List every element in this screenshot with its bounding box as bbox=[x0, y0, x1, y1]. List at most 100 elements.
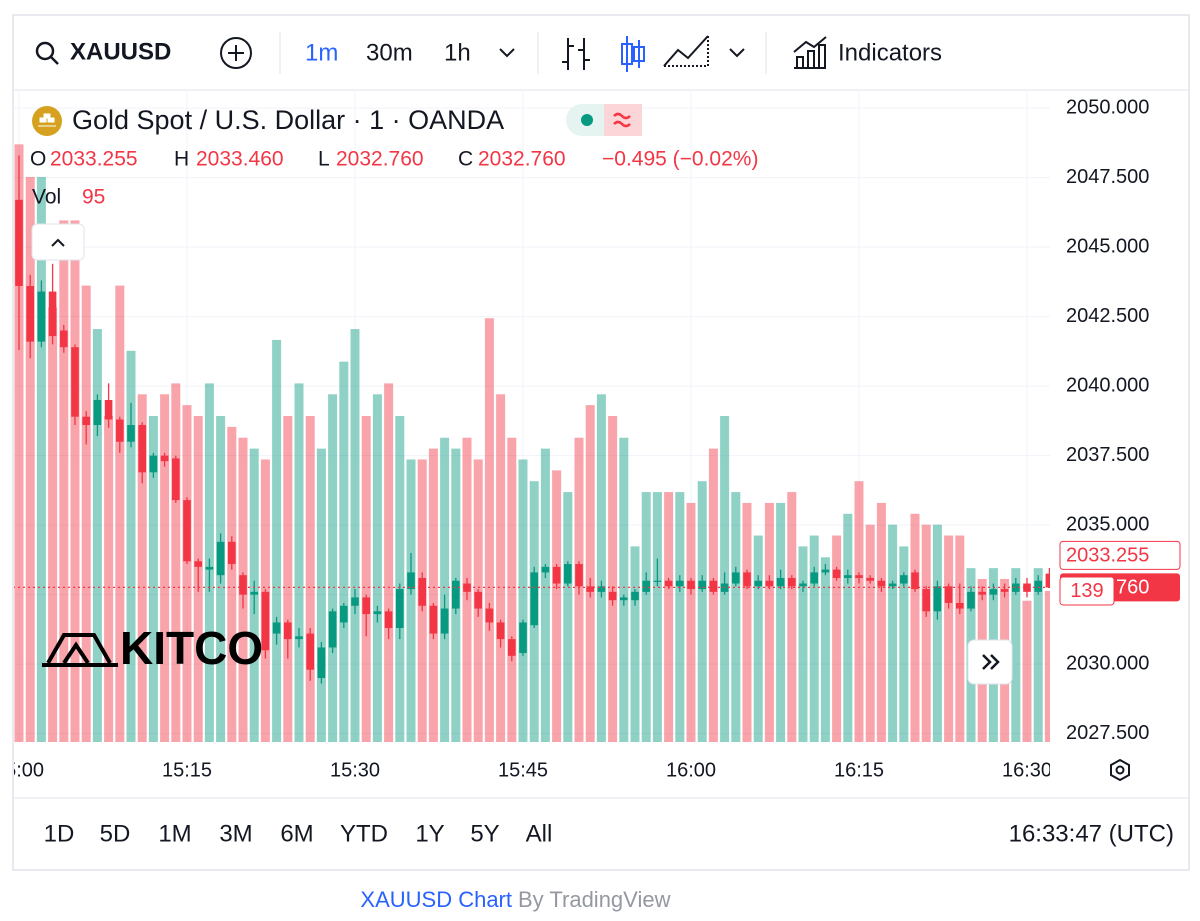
volume-bar bbox=[753, 535, 763, 742]
volume-bar bbox=[14, 144, 24, 743]
candle-body bbox=[664, 580, 673, 587]
interval[interactable]: 1h bbox=[444, 39, 471, 66]
candle-body bbox=[384, 611, 393, 629]
volume-bar bbox=[1011, 568, 1021, 742]
candle-body bbox=[541, 566, 550, 573]
volume-bar bbox=[697, 481, 707, 742]
candle-body bbox=[1023, 583, 1031, 592]
volume-bar bbox=[596, 394, 606, 742]
interval[interactable]: 1m bbox=[305, 39, 338, 66]
x-tick-label: 15:00 bbox=[0, 759, 44, 781]
candle-body bbox=[676, 580, 684, 587]
candle-body bbox=[989, 589, 998, 595]
range-button[interactable]: 6M bbox=[280, 820, 313, 847]
candle-body bbox=[261, 591, 270, 651]
candle-body bbox=[272, 622, 281, 634]
range-button[interactable]: All bbox=[526, 820, 553, 847]
collapse-button[interactable] bbox=[31, 223, 85, 261]
volume-bar bbox=[70, 220, 80, 742]
candle-body bbox=[1000, 589, 1009, 592]
chevron[interactable] bbox=[729, 48, 745, 58]
range-button[interactable]: 3M bbox=[219, 820, 252, 847]
indicators[interactable]: Indicators bbox=[838, 39, 942, 66]
candle-body bbox=[216, 541, 225, 576]
collapse-chevron bbox=[51, 238, 65, 247]
candle-body bbox=[362, 597, 370, 615]
candle-body bbox=[149, 455, 158, 473]
volume-bar bbox=[932, 524, 942, 742]
range-button[interactable]: 5Y bbox=[470, 820, 499, 847]
range-button[interactable]: 1D bbox=[44, 820, 75, 847]
volume-bar bbox=[395, 416, 405, 742]
volume-bar bbox=[664, 492, 674, 742]
candle-body bbox=[765, 580, 774, 587]
candle-body bbox=[295, 636, 303, 640]
candle-body bbox=[306, 633, 314, 670]
volume-bar bbox=[372, 394, 382, 742]
candle-body bbox=[429, 605, 438, 634]
candle-body bbox=[82, 416, 90, 426]
volume-bar bbox=[630, 546, 640, 742]
range-button[interactable]: 1M bbox=[158, 820, 191, 847]
range-button[interactable]: YTD bbox=[340, 820, 388, 847]
volume-bar bbox=[708, 448, 718, 742]
candle-body bbox=[911, 572, 919, 590]
scroll-icon bbox=[982, 654, 1000, 670]
chevron[interactable] bbox=[499, 48, 515, 58]
x-tick-label: 15:45 bbox=[498, 759, 548, 781]
candle-body bbox=[687, 580, 695, 590]
candle-body bbox=[810, 572, 818, 584]
volume-bar bbox=[798, 546, 808, 742]
area-icon[interactable] bbox=[663, 35, 709, 67]
range-button[interactable]: 5D bbox=[100, 820, 131, 847]
symbol[interactable]: XAUUSD bbox=[70, 38, 171, 65]
candle-body bbox=[407, 572, 415, 590]
candle-body bbox=[508, 639, 516, 656]
volume-bar bbox=[1033, 568, 1043, 742]
footer-by[interactable]: By TradingView bbox=[518, 887, 671, 912]
legend-l: L bbox=[318, 148, 330, 171]
candle-body bbox=[172, 458, 180, 501]
volume-bar bbox=[160, 394, 170, 742]
candles-icon[interactable] bbox=[621, 36, 645, 72]
volume-bar bbox=[316, 448, 326, 742]
settings-icon[interactable] bbox=[1110, 758, 1130, 782]
legend-c: C bbox=[458, 148, 473, 171]
indicators-icon[interactable] bbox=[793, 36, 827, 69]
candle-body bbox=[586, 586, 594, 592]
status-pill-red bbox=[604, 104, 642, 136]
add-symbol[interactable] bbox=[220, 37, 252, 69]
volume-bar bbox=[563, 492, 573, 742]
volume-bar bbox=[641, 492, 651, 742]
volume-bar bbox=[899, 546, 909, 742]
candle-body bbox=[452, 580, 460, 609]
candle-body bbox=[922, 589, 930, 612]
footer-link[interactable]: XAUUSD Chart bbox=[360, 887, 512, 912]
candle-body bbox=[597, 586, 606, 592]
volume-bar bbox=[910, 513, 920, 742]
candle-body bbox=[138, 425, 146, 473]
legend-vol-label: Vol bbox=[32, 186, 61, 209]
volume-bar bbox=[496, 394, 506, 742]
volume-bar bbox=[888, 524, 898, 742]
interval[interactable]: 30m bbox=[366, 39, 413, 66]
volume-bar bbox=[339, 361, 349, 742]
bars-icon[interactable] bbox=[562, 38, 590, 70]
candle-body bbox=[228, 541, 236, 565]
search-icon[interactable] bbox=[35, 41, 59, 65]
volume-bar bbox=[820, 557, 830, 742]
volume-bar bbox=[361, 416, 371, 742]
volume-bar bbox=[652, 492, 662, 742]
clock: 16:33:47 (UTC) bbox=[1009, 820, 1174, 847]
volume-bar bbox=[944, 535, 954, 742]
legend-title: Gold Spot / U.S. Dollar · 1 · OANDA bbox=[72, 105, 504, 135]
range-button[interactable]: 1Y bbox=[415, 820, 444, 847]
candle-body bbox=[855, 575, 863, 578]
delayed-icon bbox=[613, 112, 631, 128]
candle-body bbox=[743, 572, 751, 587]
volume-bar bbox=[843, 513, 853, 742]
volume-bar bbox=[832, 535, 842, 742]
volume-bar bbox=[283, 416, 293, 742]
legend-vol: 95 bbox=[82, 186, 105, 209]
